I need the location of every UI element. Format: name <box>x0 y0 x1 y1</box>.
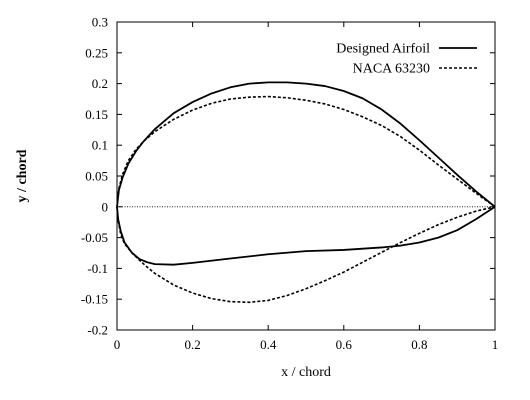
legend: Designed Airfoil NACA 63230 <box>336 42 477 77</box>
legend-label-0: Designed Airfoil <box>336 42 430 57</box>
y-tick-label: 0 <box>102 199 109 214</box>
y-tick-label: -0.15 <box>81 292 108 307</box>
series-line-1 <box>116 95 496 304</box>
x-tick-label: 0.8 <box>411 337 427 352</box>
x-tick-label: 0.4 <box>260 337 277 352</box>
y-axis-label: y / chord <box>15 149 30 202</box>
y-tick-label: 0.25 <box>85 45 108 60</box>
y-tick-label: 0.1 <box>92 138 108 153</box>
y-tick-label: -0.05 <box>81 230 108 245</box>
y-tick-label: 0.2 <box>92 76 108 91</box>
y-tick-label: 0.05 <box>85 169 108 184</box>
x-axis-label: x / chord <box>281 365 331 380</box>
series-layer <box>116 81 496 304</box>
x-tick-label: 1 <box>492 337 499 352</box>
y-tick-label: -0.1 <box>87 261 108 276</box>
y-tick-label: -0.2 <box>87 323 108 338</box>
x-tick-label: 0.2 <box>184 337 200 352</box>
y-tick-label: 0.3 <box>92 15 108 30</box>
x-tick-label: 0.6 <box>336 337 353 352</box>
tick-layer: 0 0.2 0.4 0.6 0.8 1 0.3 0.25 0.2 0.15 0.1 0.05 0 -0.0… <box>81 15 498 353</box>
legend-label-1: NACA 63230 <box>353 62 430 77</box>
y-tick-label: 0.15 <box>85 107 108 122</box>
x-tick-label: 0 <box>114 337 121 352</box>
